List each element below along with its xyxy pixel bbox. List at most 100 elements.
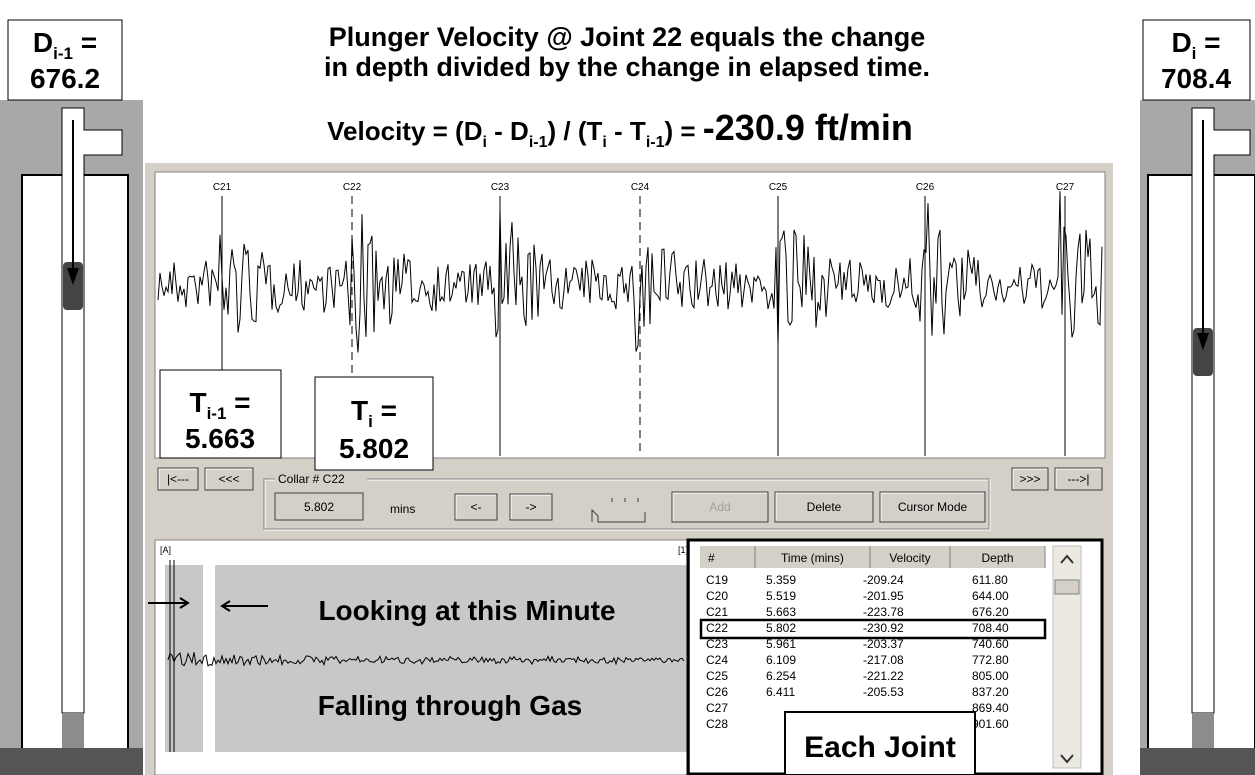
- button[interactable]: |<---: [157, 467, 199, 491]
- button-label: >>>: [1019, 472, 1040, 486]
- table-cell: C26: [706, 685, 728, 699]
- button-label: Add: [709, 500, 730, 514]
- table-header: Depth: [981, 551, 1013, 565]
- button-bevel: [510, 494, 551, 519]
- table-header-bg: [700, 546, 1045, 568]
- table-cell: 5.802: [766, 621, 796, 635]
- table-cell: 708.40: [972, 621, 1009, 635]
- time-field-value: 5.802: [304, 500, 334, 514]
- collar-label: C21: [213, 182, 232, 193]
- button-face: [509, 493, 553, 521]
- table-cell: C24: [706, 653, 728, 667]
- button[interactable]: --->|: [1054, 467, 1103, 491]
- table-cell: 676.20: [972, 605, 1009, 619]
- table-cell: -201.95: [863, 589, 904, 603]
- table-cell: -230.92: [863, 621, 904, 635]
- button[interactable]: ->: [509, 493, 553, 521]
- table-cell: C21: [706, 605, 728, 619]
- button-label: <<<: [218, 472, 239, 486]
- heading-line: in depth divided by the change in elapse…: [324, 52, 930, 82]
- table-header: #: [708, 551, 715, 565]
- button-face: [1011, 467, 1049, 491]
- arrow: [148, 597, 190, 609]
- symbol: D: [33, 27, 53, 58]
- formula-subscript: i: [602, 134, 606, 151]
- button-label: ->: [525, 500, 536, 514]
- formula-text: ) / (T: [548, 116, 603, 146]
- collar-group: [264, 479, 991, 531]
- table-cell: C27: [706, 701, 728, 715]
- time-box: [159, 369, 282, 459]
- button[interactable]: >>>: [1011, 467, 1049, 491]
- table-cell: -217.08: [863, 653, 904, 667]
- right-well: [1140, 100, 1255, 775]
- table-cell: 5.663: [766, 605, 796, 619]
- symbol-label: Ti-1 =: [189, 387, 250, 423]
- subscript: i-1: [53, 44, 73, 63]
- symbol: T: [351, 395, 368, 426]
- collar-label: C22: [343, 182, 362, 193]
- table-cell: C19: [706, 573, 728, 587]
- button-face: [157, 467, 199, 491]
- table-cell: 611.80: [972, 573, 1008, 587]
- collar-label: C26: [916, 182, 935, 193]
- button[interactable]: <-: [454, 493, 498, 521]
- heading-line: Plunger Velocity @ Joint 22 equals the c…: [329, 22, 926, 52]
- symbol: T: [189, 387, 206, 418]
- table-cell: 837.20: [972, 685, 1009, 699]
- scroll-down[interactable]: [1060, 754, 1074, 764]
- time-box: [314, 376, 434, 471]
- waveform-panel: [154, 171, 1106, 459]
- button[interactable]: Cursor Mode: [879, 491, 986, 523]
- table-cell: C28: [706, 717, 728, 731]
- table-cell: 6.254: [766, 669, 796, 683]
- equals: =: [226, 387, 250, 418]
- button-bevel: [672, 492, 767, 521]
- table-cell: 869.40: [972, 701, 1009, 715]
- collar-label: C25: [769, 182, 788, 193]
- value-label: 5.663: [185, 423, 255, 454]
- button-bevel: [1055, 468, 1101, 489]
- table-header: Time (mins): [781, 551, 844, 565]
- button[interactable]: Delete: [774, 491, 874, 523]
- table-cell: C23: [706, 637, 728, 651]
- button-bevel: [775, 492, 872, 521]
- value-label: 5.802: [339, 433, 409, 464]
- subscript: i: [368, 412, 373, 431]
- symbol: D: [1171, 27, 1191, 58]
- scroll-up[interactable]: [1060, 554, 1074, 564]
- formula-subscript: i-1: [529, 134, 548, 151]
- subscript: i: [1192, 44, 1197, 63]
- collar-label: C23: [491, 182, 510, 193]
- annotation: Looking at this Minute: [318, 595, 615, 626]
- button-face: [454, 493, 498, 521]
- symbol-label: Di-1 =: [33, 27, 97, 63]
- button[interactable]: Add: [671, 491, 769, 523]
- table-cell: 740.60: [972, 637, 1009, 651]
- formula-result: -230.9 ft/min: [703, 107, 913, 148]
- formula-subscript: i-1: [646, 134, 665, 151]
- button-face: [1054, 467, 1103, 491]
- collar-label: C27: [1056, 182, 1075, 193]
- button-face: [671, 491, 769, 523]
- table-cell: 5.359: [766, 573, 796, 587]
- table-cell: C20: [706, 589, 728, 603]
- button-label: --->|: [1067, 472, 1089, 486]
- value-label: 676.2: [30, 63, 100, 94]
- table-cell: 901.60: [972, 717, 1009, 731]
- waveform: [157, 191, 1103, 353]
- button-face: [879, 491, 986, 523]
- overview-trace: [167, 651, 685, 667]
- equals: =: [373, 395, 397, 426]
- table-cell: 644.00: [972, 589, 1009, 603]
- table-header: Velocity: [889, 551, 930, 565]
- button-label: |<---: [167, 472, 189, 486]
- button-label: Cursor Mode: [898, 500, 968, 514]
- time-field: [274, 492, 364, 521]
- button[interactable]: <<<: [204, 467, 254, 491]
- button-face: [774, 491, 874, 523]
- table-cell: C25: [706, 669, 728, 683]
- caption: Falling through Gas: [318, 690, 582, 721]
- button-face: [204, 467, 254, 491]
- formula-text: - T: [607, 116, 646, 146]
